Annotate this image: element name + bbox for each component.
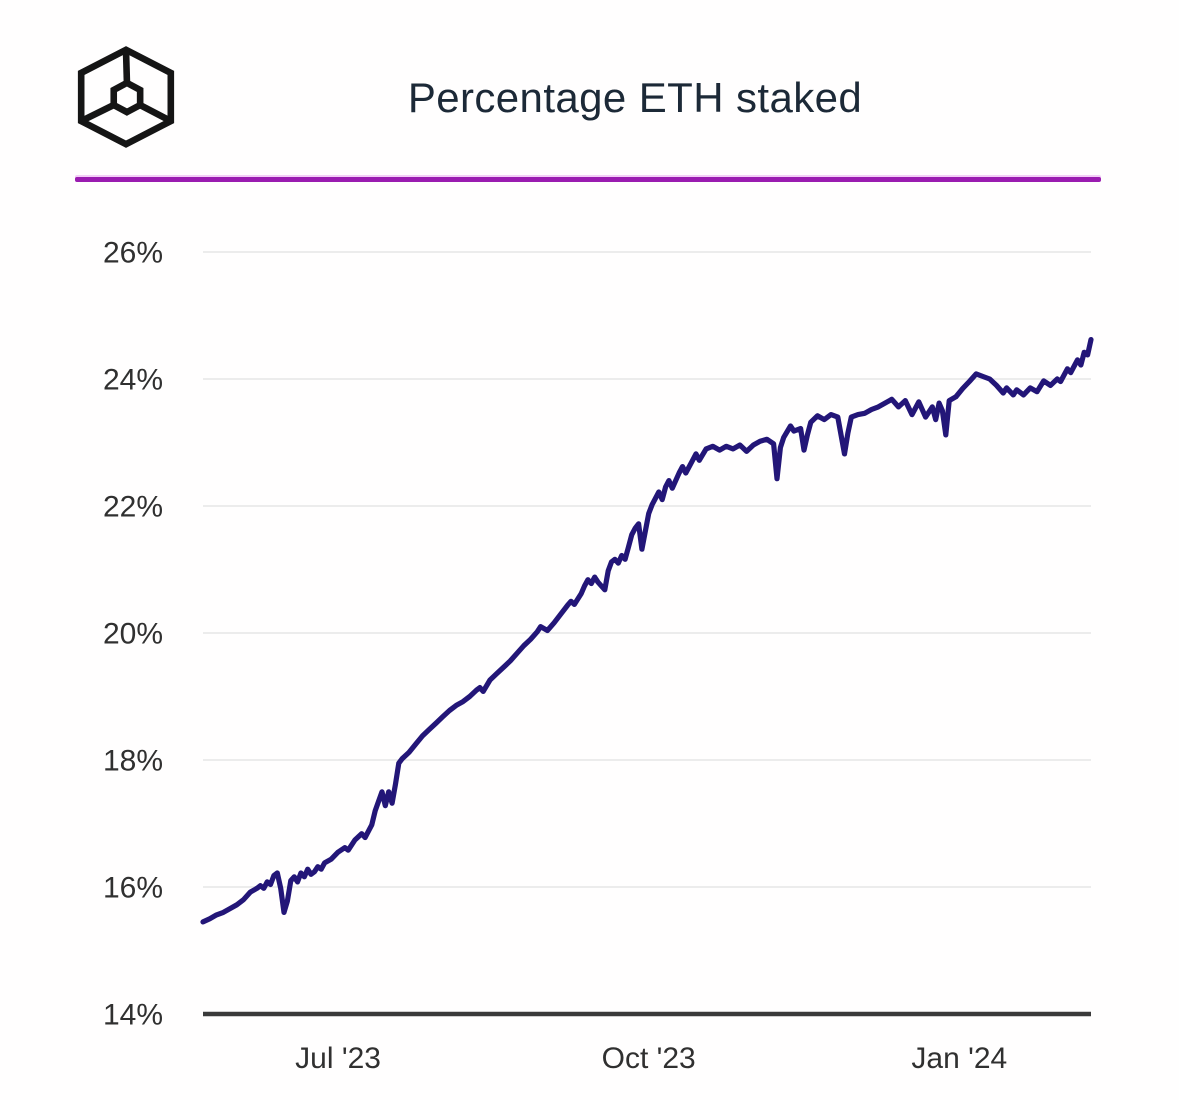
header: Percentage ETH staked	[0, 0, 1179, 185]
y-tick-label: 16%	[103, 872, 163, 905]
y-tick-label: 14%	[103, 999, 163, 1032]
cube-logo-icon	[77, 46, 175, 148]
header-divider	[75, 177, 1101, 182]
chart-title: Percentage ETH staked	[407, 74, 863, 121]
y-tick-label: 20%	[103, 618, 163, 651]
y-tick-label: 18%	[103, 745, 163, 778]
y-tick-label: 26%	[103, 237, 163, 270]
x-tick-label: Oct '23	[602, 1042, 696, 1075]
x-tick-label: Jan '24	[911, 1042, 1007, 1075]
y-tick-label: 24%	[103, 364, 163, 397]
staked-percentage-line	[200, 337, 1094, 925]
y-tick-label: 22%	[103, 491, 163, 524]
x-tick-label: Jul '23	[295, 1042, 381, 1075]
